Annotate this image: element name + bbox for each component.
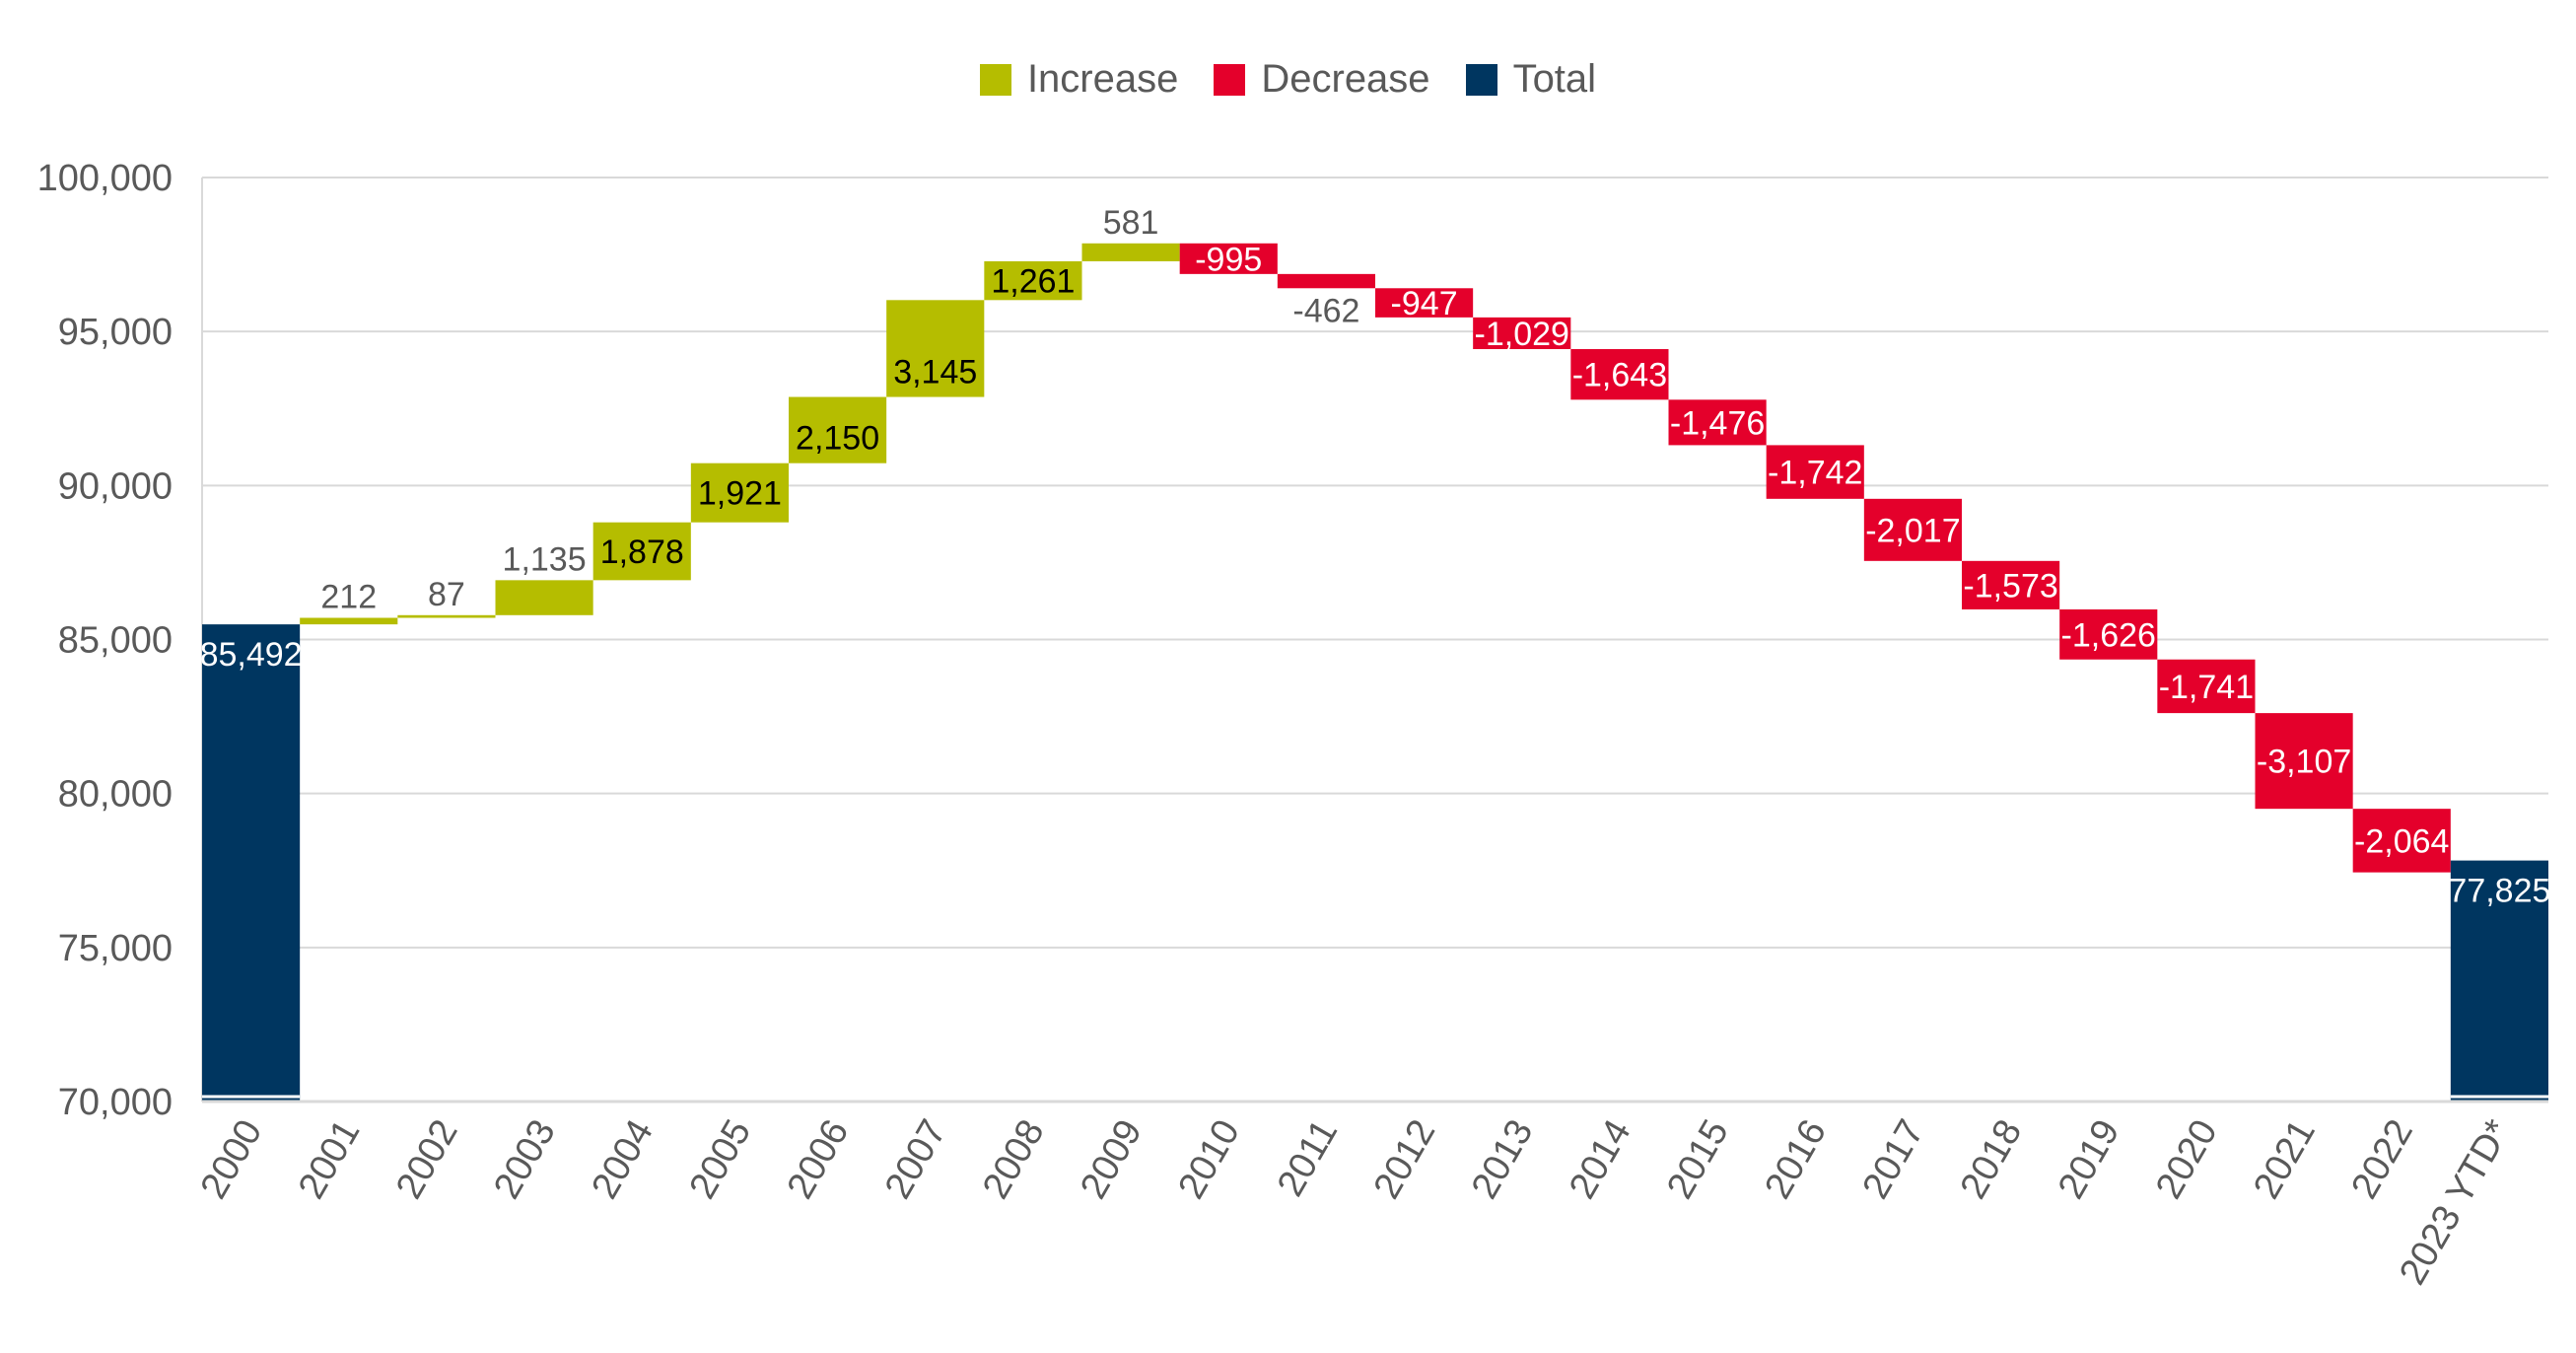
x-tick-label: 2014 (1562, 1113, 1639, 1206)
data-label: -1,029 (1475, 316, 1569, 353)
data-label: 1,135 (503, 540, 587, 578)
data-label: -1,626 (2061, 616, 2156, 654)
x-tick-label: 2021 (2246, 1113, 2324, 1206)
data-label: -2,017 (1865, 512, 1960, 549)
bar-2021 (2255, 713, 2353, 810)
bar-2015 (1668, 399, 1767, 446)
bar-2013 (1473, 317, 1571, 350)
x-tick-label: 2010 (1170, 1113, 1248, 1206)
data-label: -947 (1391, 285, 1458, 322)
bar-2008 (984, 260, 1082, 301)
bar-2022 (2352, 809, 2451, 873)
data-label: 1,878 (600, 534, 684, 571)
y-tick-label: 80,000 (58, 774, 173, 816)
chart-legend: Increase Decrease Total (0, 57, 2576, 102)
bar-2001 (300, 617, 398, 625)
data-label: -3,107 (2257, 744, 2351, 781)
data-label: -1,573 (1963, 567, 2057, 605)
bar-2005 (690, 463, 789, 523)
x-tick-label: 2022 (2343, 1113, 2421, 1206)
data-label: -995 (1195, 241, 1262, 278)
x-tick-label: 2013 (1464, 1113, 1542, 1206)
legend-swatch-increase (979, 63, 1011, 96)
legend-item-increase: Increase (979, 57, 1179, 102)
bar-2016 (1766, 445, 1864, 499)
bar-2007 (886, 300, 985, 397)
data-label: 77,825 (2448, 873, 2550, 910)
x-tick-label: 2011 (1270, 1113, 1346, 1204)
x-tick-label: 2006 (780, 1113, 858, 1206)
data-label: 87 (428, 576, 465, 613)
data-label: 2,150 (796, 420, 879, 458)
x-tick-label: 2009 (1073, 1113, 1150, 1206)
legend-item-decrease: Decrease (1214, 57, 1430, 102)
x-tick-label: 2007 (877, 1113, 955, 1206)
x-tick-label: 2019 (2051, 1113, 2128, 1206)
x-tick-label: 2005 (682, 1113, 760, 1206)
data-label: -1,742 (1768, 455, 1862, 492)
x-tick-label: 2004 (584, 1113, 661, 1206)
x-tick-label: 2001 (291, 1113, 369, 1206)
bar-2023-YTD- (2450, 860, 2548, 1102)
legend-label-total: Total (1512, 57, 1597, 101)
x-tick-label: 2016 (1757, 1113, 1835, 1206)
y-tick-label: 70,000 (58, 1082, 173, 1123)
y-tick-label: 85,000 (58, 620, 173, 662)
bar-2000 (202, 624, 301, 1102)
y-tick-label: 100,000 (37, 158, 173, 199)
y-tick-label: 90,000 (58, 465, 173, 507)
bar-2017 (1863, 498, 1962, 561)
y-tick-label: 95,000 (58, 312, 173, 353)
data-label: -1,741 (2159, 669, 2254, 706)
y-tick-label: 75,000 (58, 928, 173, 969)
x-tick-label: 2012 (1366, 1113, 1444, 1206)
bar-2006 (789, 396, 887, 463)
bar-2003 (495, 580, 593, 615)
data-label: 85,492 (200, 636, 303, 674)
bar-2010 (1179, 243, 1278, 274)
legend-swatch-total (1465, 63, 1497, 96)
x-tick-label: 2020 (2148, 1113, 2226, 1206)
data-label: -462 (1292, 292, 1359, 329)
x-tick-label: 2000 (193, 1113, 271, 1206)
bar-2011 (1277, 273, 1375, 289)
legend-item-total: Total (1465, 57, 1597, 102)
bar-2018 (1962, 560, 2060, 609)
data-label: -1,476 (1670, 404, 1765, 442)
x-tick-label: 2015 (1659, 1113, 1737, 1206)
data-label: 581 (1103, 204, 1159, 242)
legend-swatch-decrease (1214, 63, 1246, 96)
bar-2014 (1570, 349, 1669, 400)
data-label: -2,064 (2354, 822, 2449, 860)
x-tick-label: 2017 (1855, 1113, 1933, 1206)
data-label: 212 (320, 579, 377, 616)
data-label: -1,643 (1572, 357, 1667, 394)
legend-label-decrease: Decrease (1261, 57, 1430, 101)
bar-2020 (2157, 659, 2256, 714)
data-label: 1,921 (698, 475, 782, 513)
x-tick-label: 2008 (975, 1113, 1053, 1206)
bar-2019 (2059, 608, 2158, 660)
data-label: 1,261 (991, 263, 1075, 301)
data-label: 3,145 (893, 354, 977, 392)
legend-label-increase: Increase (1026, 57, 1179, 101)
bar-2009 (1081, 243, 1180, 261)
x-tick-label: 2002 (388, 1113, 466, 1206)
bar-2004 (592, 522, 691, 581)
x-tick-label: 2018 (1953, 1113, 2031, 1206)
bar-2002 (397, 614, 496, 618)
bar-2012 (1375, 288, 1474, 318)
x-tick-label: 2003 (486, 1113, 564, 1206)
